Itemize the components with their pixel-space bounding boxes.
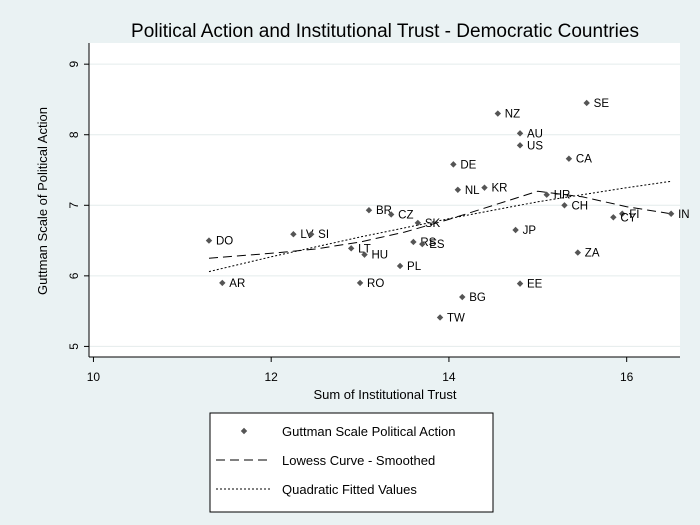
point-label: RO <box>367 278 384 290</box>
scatter-point <box>365 207 373 214</box>
x-tick-label: 12 <box>265 370 279 384</box>
point-label: CH <box>571 200 588 212</box>
grid-lines <box>89 63 680 347</box>
y-tick-label: 6 <box>67 272 81 279</box>
y-tick-label: 8 <box>67 131 81 138</box>
point-label: BG <box>469 292 486 304</box>
scatter-point <box>450 161 457 168</box>
scatter-point <box>459 293 466 301</box>
point-label: ES <box>429 239 445 251</box>
x-tick-label: 10 <box>87 370 101 384</box>
scatter-point <box>619 210 626 217</box>
point-label: CA <box>576 154 592 166</box>
point-label: NZ <box>505 109 520 121</box>
y-tick-label: 9 <box>67 61 81 68</box>
point-label: PL <box>407 261 422 273</box>
scatter-point <box>516 130 524 137</box>
scatter-point <box>387 211 395 218</box>
scatter-point <box>454 186 462 193</box>
scatter-point <box>667 210 675 217</box>
scatter-point <box>494 110 502 117</box>
scatter-point <box>512 226 519 234</box>
scatter-point <box>543 191 550 198</box>
quadratic-fit-line <box>208 180 672 273</box>
legend-label: Guttman Scale Political Action <box>282 424 455 439</box>
scatter-point <box>356 279 364 287</box>
scatter-point <box>410 238 417 246</box>
scatter-point <box>436 314 444 321</box>
scatter-point <box>347 245 355 252</box>
point-label: ZA <box>585 248 600 260</box>
point-label: RS <box>420 237 436 249</box>
chart-title: Political Action and Institutional Trust… <box>131 21 639 42</box>
scatter-point <box>219 279 226 287</box>
point-label: EE <box>527 279 543 291</box>
point-label: IN <box>678 209 690 221</box>
y-tick-label: 7 <box>67 202 81 209</box>
scatter-point <box>561 202 568 209</box>
point-label: HU <box>372 250 389 262</box>
scatter-point <box>516 280 524 287</box>
scatter-point <box>414 219 422 227</box>
x-tick-label: 14 <box>442 370 456 384</box>
point-label: FI <box>629 209 639 221</box>
y-axis-label: Guttman Scale of Political Action <box>35 107 50 295</box>
scatter-point <box>419 240 426 248</box>
point-label: DO <box>216 236 233 248</box>
legend: Guttman Scale Political Action Lowess Cur… <box>209 412 494 513</box>
lowess-curve <box>208 190 672 259</box>
point-label: CY <box>620 212 636 224</box>
scatter-point <box>396 262 404 270</box>
scatter-point <box>516 142 524 149</box>
scatter-point <box>307 231 315 238</box>
point-label: NL <box>465 185 480 197</box>
scatter-point <box>361 251 368 258</box>
point-label: LT <box>358 243 371 255</box>
point-label: AR <box>229 278 245 290</box>
point-label: SE <box>594 98 610 110</box>
point-label: BR <box>376 205 392 217</box>
plot-area <box>89 43 680 357</box>
point-label: HR <box>554 190 571 202</box>
scatter-point <box>481 184 488 191</box>
scatter-point <box>583 99 590 107</box>
y-tick-label: 5 <box>67 343 81 350</box>
scatter-point <box>574 249 581 256</box>
x-tick-label: 16 <box>620 370 634 384</box>
legend-box <box>209 412 494 513</box>
scatter-point <box>610 214 617 221</box>
point-label: JP <box>523 225 537 237</box>
point-label: SI <box>318 229 329 241</box>
x-ticks: 10 12 14 16 <box>87 357 634 384</box>
point-label: SK <box>425 218 441 230</box>
point-label: KR <box>491 183 507 195</box>
y-ticks: 5 6 7 8 9 <box>67 61 89 350</box>
point-label: AU <box>527 128 543 140</box>
point-label: US <box>527 140 543 152</box>
point-label: DE <box>460 159 476 171</box>
point-label: CZ <box>398 209 413 221</box>
scatter-point <box>290 231 297 238</box>
scatter-point <box>205 237 213 244</box>
scatter-point <box>565 155 573 162</box>
x-axis-label: Sum of Institutional Trust <box>313 387 456 402</box>
fit-lines <box>208 180 672 273</box>
axes <box>88 43 680 358</box>
point-label: TW <box>447 312 465 324</box>
legend-label: Quadratic Fitted Values <box>282 482 417 497</box>
legend-label: Lowess Curve - Smoothed <box>282 453 435 468</box>
legend-marker <box>240 427 248 435</box>
